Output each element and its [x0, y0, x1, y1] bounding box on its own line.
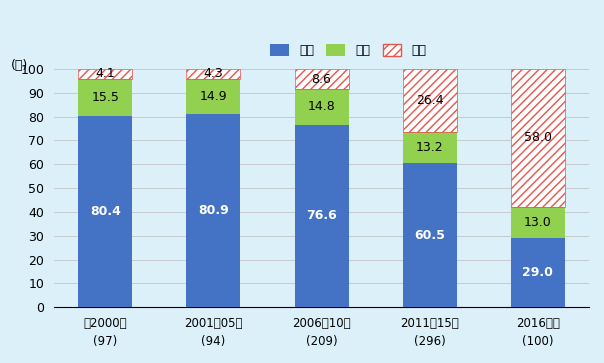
- Y-axis label: (％): (％): [11, 59, 28, 72]
- Legend: 黒字, 均衡, 赤字: 黒字, 均衡, 赤字: [265, 39, 431, 62]
- Text: 13.0: 13.0: [524, 216, 551, 229]
- Bar: [187, 114, 240, 307]
- Bar: [79, 79, 132, 115]
- Bar: [403, 69, 457, 131]
- Text: 15.5: 15.5: [91, 91, 120, 103]
- Bar: [403, 69, 457, 131]
- Bar: [295, 89, 349, 125]
- Bar: [403, 163, 457, 307]
- Text: 14.9: 14.9: [200, 90, 227, 103]
- Bar: [187, 69, 240, 79]
- Text: 76.6: 76.6: [306, 209, 337, 223]
- Bar: [510, 207, 565, 238]
- Bar: [79, 115, 132, 307]
- Text: 80.4: 80.4: [90, 205, 121, 218]
- Bar: [510, 238, 565, 307]
- Bar: [510, 69, 565, 207]
- Bar: [187, 79, 240, 114]
- Text: 8.6: 8.6: [312, 73, 332, 86]
- Text: 13.2: 13.2: [416, 141, 443, 154]
- Text: 26.4: 26.4: [416, 94, 443, 107]
- Bar: [79, 69, 132, 79]
- Bar: [295, 69, 349, 89]
- Text: 80.9: 80.9: [198, 204, 229, 217]
- Bar: [403, 131, 457, 163]
- Bar: [187, 69, 240, 79]
- Bar: [510, 69, 565, 207]
- Text: 4.1: 4.1: [95, 67, 115, 80]
- Bar: [79, 69, 132, 79]
- Text: 29.0: 29.0: [522, 266, 553, 279]
- Text: 14.8: 14.8: [307, 101, 335, 114]
- Bar: [295, 125, 349, 307]
- Text: 4.3: 4.3: [204, 67, 223, 80]
- Text: 60.5: 60.5: [414, 229, 445, 242]
- Text: 58.0: 58.0: [524, 131, 551, 144]
- Bar: [295, 69, 349, 89]
